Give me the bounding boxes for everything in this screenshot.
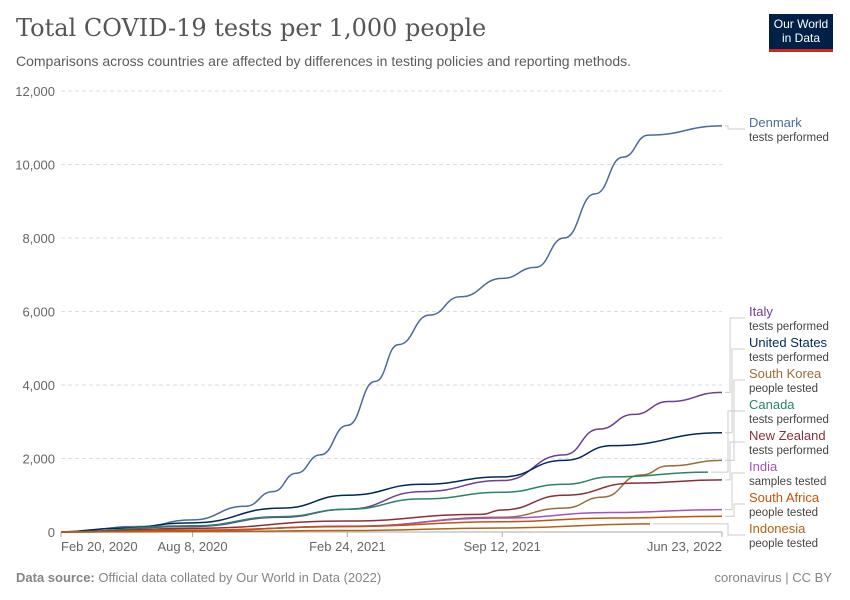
data-source-text: Official data collated by Our World in D… <box>98 570 382 585</box>
legend-note: people tested <box>749 507 818 519</box>
series-line <box>60 432 723 533</box>
legend-label: New Zealand <box>749 428 826 443</box>
y-tick-label: 12,000 <box>15 84 55 99</box>
leader-line <box>711 410 745 473</box>
owid-logo[interactable]: Our World in Data <box>769 14 833 52</box>
y-tick-label: 10,000 <box>15 158 55 173</box>
series-line <box>60 391 723 533</box>
x-tick-label: Feb 24, 2021 <box>309 539 386 554</box>
series-south-africa: South Africa people tested <box>60 490 820 533</box>
series-south-korea: South Korea people tested <box>60 366 822 533</box>
legend-note: people tested <box>749 383 818 395</box>
y-tick-label: 4,000 <box>22 378 55 393</box>
legend-note: tests performed <box>749 321 829 333</box>
x-tick-label: Jun 23, 2022 <box>647 539 722 554</box>
leader-line <box>725 317 745 393</box>
series-line <box>60 515 723 533</box>
leader-line <box>725 472 745 511</box>
series-line <box>60 459 723 533</box>
legend-note: tests performed <box>749 132 829 144</box>
x-tick-label: Aug 8, 2020 <box>158 539 228 554</box>
y-tick-label: 8,000 <box>22 231 55 246</box>
leader-line <box>725 441 745 481</box>
x-tick-label: Feb 20, 2020 <box>61 539 138 554</box>
license[interactable]: coronavirus | CC BY <box>714 570 832 585</box>
data-source: Data source: Official data collated by O… <box>16 570 381 585</box>
legend-label: South Africa <box>749 490 820 505</box>
series-new-zealand: New Zealand tests performed <box>60 428 829 533</box>
series-denmark: Denmark tests performed <box>60 115 829 533</box>
legend-label: Canada <box>749 397 795 412</box>
series-indonesia: Indonesia people tested <box>60 521 818 550</box>
leader-line <box>653 523 745 536</box>
chart-title: Total COVID-19 tests per 1,000 people <box>16 14 487 42</box>
legend-label: Italy <box>749 304 773 319</box>
series-united-states: United States tests performed <box>60 335 829 533</box>
legend-note: samples tested <box>749 476 826 488</box>
legend-note: tests performed <box>749 414 829 426</box>
legend-label: India <box>749 459 778 474</box>
chart-subtitle: Comparisons across countries are affecte… <box>16 53 632 69</box>
x-tick-label: Sep 12, 2021 <box>464 539 541 554</box>
y-tick-label: 2,000 <box>22 452 55 467</box>
series-italy: Italy tests performed <box>60 304 829 533</box>
legend-note: tests performed <box>749 352 829 364</box>
series-line <box>60 471 709 533</box>
legend-label: United States <box>749 335 828 350</box>
legend-label: Denmark <box>749 115 802 130</box>
leader-line <box>725 503 745 517</box>
legend-note: people tested <box>749 538 818 550</box>
legend-label: South Korea <box>749 366 822 381</box>
series-line <box>60 479 723 533</box>
leader-line <box>725 125 745 130</box>
series-line <box>60 523 651 533</box>
y-tick-label: 0 <box>48 525 55 540</box>
series-line <box>60 125 723 533</box>
series-canada: Canada tests performed <box>60 397 829 533</box>
y-tick-label: 6,000 <box>22 305 55 320</box>
legend-note: tests performed <box>749 445 829 457</box>
legend-label: Indonesia <box>749 521 806 536</box>
data-source-label: Data source: <box>16 570 95 585</box>
